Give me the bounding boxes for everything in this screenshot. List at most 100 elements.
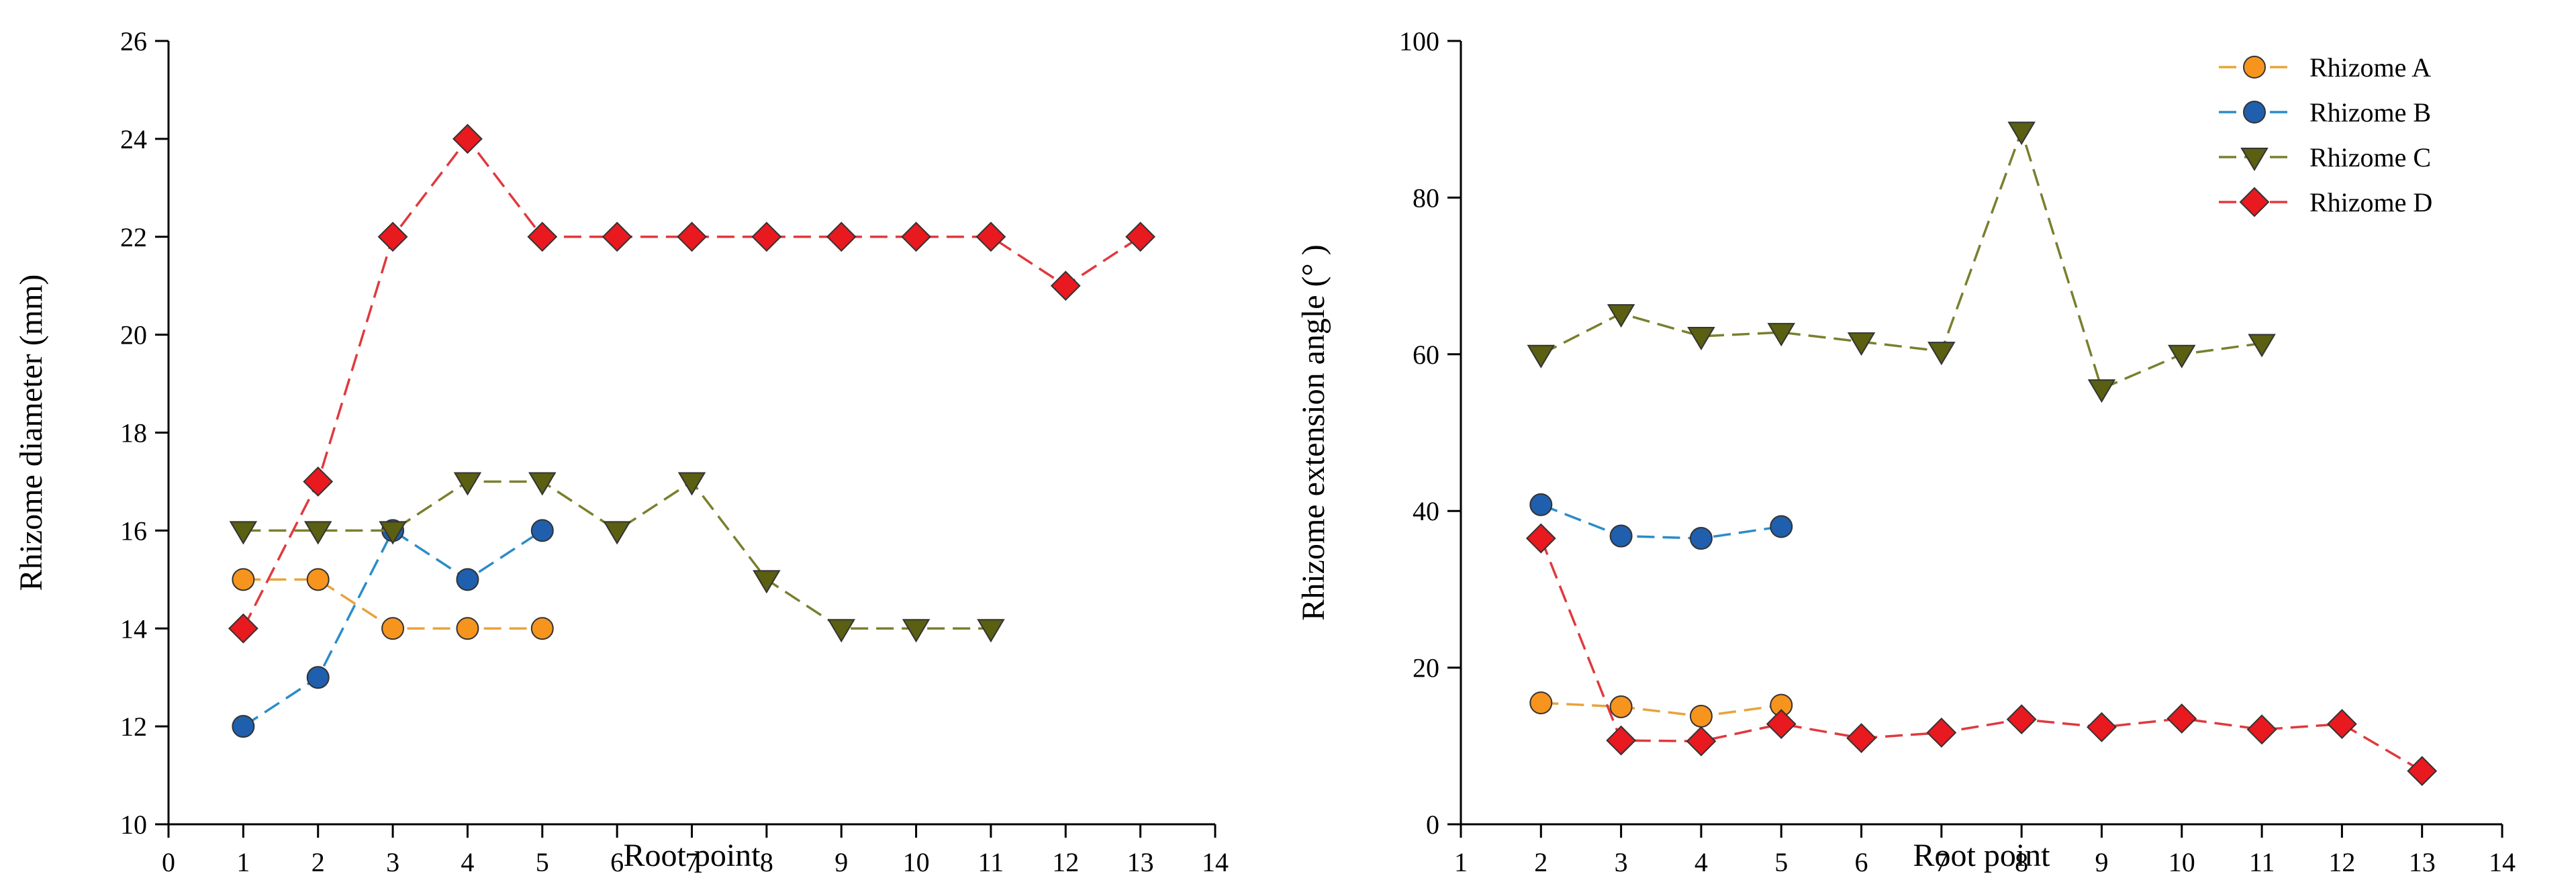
x-tick-label: 2 <box>312 847 325 877</box>
data-point-rhizome-a <box>456 617 479 640</box>
data-point-rhizome-c <box>677 472 706 496</box>
x-tick-label: 14 <box>1202 847 1229 877</box>
data-point-rhizome-c <box>229 521 258 545</box>
data-point-rhizome-b <box>1529 493 1553 516</box>
x-tick-label: 5 <box>536 847 549 877</box>
x-tick-label: 10 <box>2168 847 2195 877</box>
series-line <box>1539 538 2423 773</box>
x-tick-label: 12 <box>1052 847 1079 877</box>
y-tick-label: 18 <box>120 418 147 448</box>
legend-item-rhizome-c: Rhizome C <box>2219 142 2431 173</box>
series-line <box>243 480 991 630</box>
data-point-rhizome-c <box>2087 379 2116 403</box>
y-tick-label: 16 <box>120 516 147 546</box>
x-tick-label: 11 <box>2249 847 2275 877</box>
data-point-rhizome-a <box>381 617 405 640</box>
x-tick-label: 9 <box>2095 847 2108 877</box>
y-tick-label: 10 <box>120 810 147 840</box>
data-point-rhizome-b <box>530 519 554 542</box>
data-point-rhizome-d <box>2087 712 2117 742</box>
x-tick-label: 6 <box>1855 847 1868 877</box>
x-tick-label: 8 <box>760 847 773 877</box>
series-line <box>1541 701 1782 718</box>
y-tick-label: 80 <box>1413 183 1439 213</box>
series-line <box>242 528 543 728</box>
data-point-rhizome-d <box>677 222 707 252</box>
data-point-rhizome-d <box>1926 718 1957 748</box>
legend-marker <box>2243 56 2266 79</box>
x-tick-label: 0 <box>162 847 175 877</box>
y-tick-label: 20 <box>120 320 147 350</box>
data-point-rhizome-b <box>1689 527 1713 550</box>
data-point-rhizome-c <box>303 521 332 545</box>
data-point-rhizome-d <box>1606 725 1637 756</box>
data-point-rhizome-b <box>1609 524 1633 548</box>
legend-item-rhizome-d: Rhizome D <box>2219 187 2432 217</box>
legend-item-rhizome-a: Rhizome A <box>2219 52 2431 83</box>
data-point-rhizome-d <box>1846 723 1876 754</box>
legend-label: Rhizome C <box>2309 142 2431 173</box>
x-tick-label: 4 <box>1695 847 1708 877</box>
legend-label: Rhizome A <box>2309 52 2431 83</box>
x-tick-label: 4 <box>461 847 474 877</box>
x-tick-label: 3 <box>386 847 399 877</box>
data-point-rhizome-d <box>2246 714 2277 745</box>
y-tick-label: 100 <box>1399 26 1439 56</box>
series-rhizome-a <box>1529 691 1793 728</box>
data-point-rhizome-c <box>2007 121 2036 146</box>
data-point-rhizome-a <box>1609 695 1633 718</box>
y-axis-title: Rhizome diameter (mm) <box>13 275 49 591</box>
y-tick-label: 40 <box>1413 496 1439 526</box>
data-point-rhizome-a <box>1689 704 1713 728</box>
data-point-rhizome-b <box>456 568 479 591</box>
data-point-rhizome-d <box>751 222 782 252</box>
series-rhizome-d <box>228 124 1156 644</box>
series-rhizome-a <box>232 568 554 640</box>
x-tick-label: 13 <box>1127 847 1154 877</box>
data-point-rhizome-c <box>902 619 931 643</box>
legend-label: Rhizome D <box>2309 187 2432 217</box>
data-point-rhizome-c <box>603 521 631 545</box>
x-tick-label: 5 <box>1774 847 1788 877</box>
y-tick-label: 12 <box>120 712 147 742</box>
x-tick-label: 2 <box>1534 847 1547 877</box>
data-point-rhizome-d <box>2326 709 2357 740</box>
y-tick-label: 14 <box>120 614 147 644</box>
data-point-rhizome-b <box>232 715 255 738</box>
series-rhizome-d <box>1525 523 2438 787</box>
x-tick-label: 1 <box>236 847 250 877</box>
data-point-rhizome-c <box>2168 344 2196 369</box>
data-point-rhizome-d <box>2166 703 2197 734</box>
data-point-rhizome-b <box>1770 515 1793 538</box>
y-tick-label: 24 <box>120 124 147 154</box>
x-tick-label: 14 <box>2489 847 2516 877</box>
series-line <box>242 136 1141 630</box>
data-point-rhizome-c <box>977 619 1005 643</box>
data-point-rhizome-a <box>232 568 255 591</box>
data-point-rhizome-c <box>379 521 407 545</box>
data-point-rhizome-c <box>1527 344 1556 369</box>
data-point-rhizome-c <box>1847 332 1876 356</box>
legend-marker <box>2240 148 2269 171</box>
data-point-rhizome-c <box>827 619 855 643</box>
data-point-rhizome-d <box>527 222 558 252</box>
x-tick-label: 12 <box>2328 847 2355 877</box>
data-point-rhizome-d <box>901 222 931 252</box>
data-point-rhizome-d <box>602 222 632 252</box>
data-point-rhizome-c <box>1607 304 1635 328</box>
x-tick-label: 13 <box>2409 847 2436 877</box>
data-point-rhizome-d <box>2407 756 2438 787</box>
data-point-rhizome-c <box>753 570 781 594</box>
data-point-rhizome-d <box>1525 523 1556 554</box>
data-point-rhizome-a <box>530 617 554 640</box>
x-tick-label: 7 <box>685 847 699 877</box>
x-tick-label: 10 <box>903 847 930 877</box>
data-point-rhizome-d <box>1766 709 1797 740</box>
y-tick-label: 60 <box>1413 340 1439 370</box>
legend-marker <box>2243 101 2266 124</box>
series-line <box>1540 127 2262 391</box>
x-tick-label: 7 <box>1935 847 1948 877</box>
